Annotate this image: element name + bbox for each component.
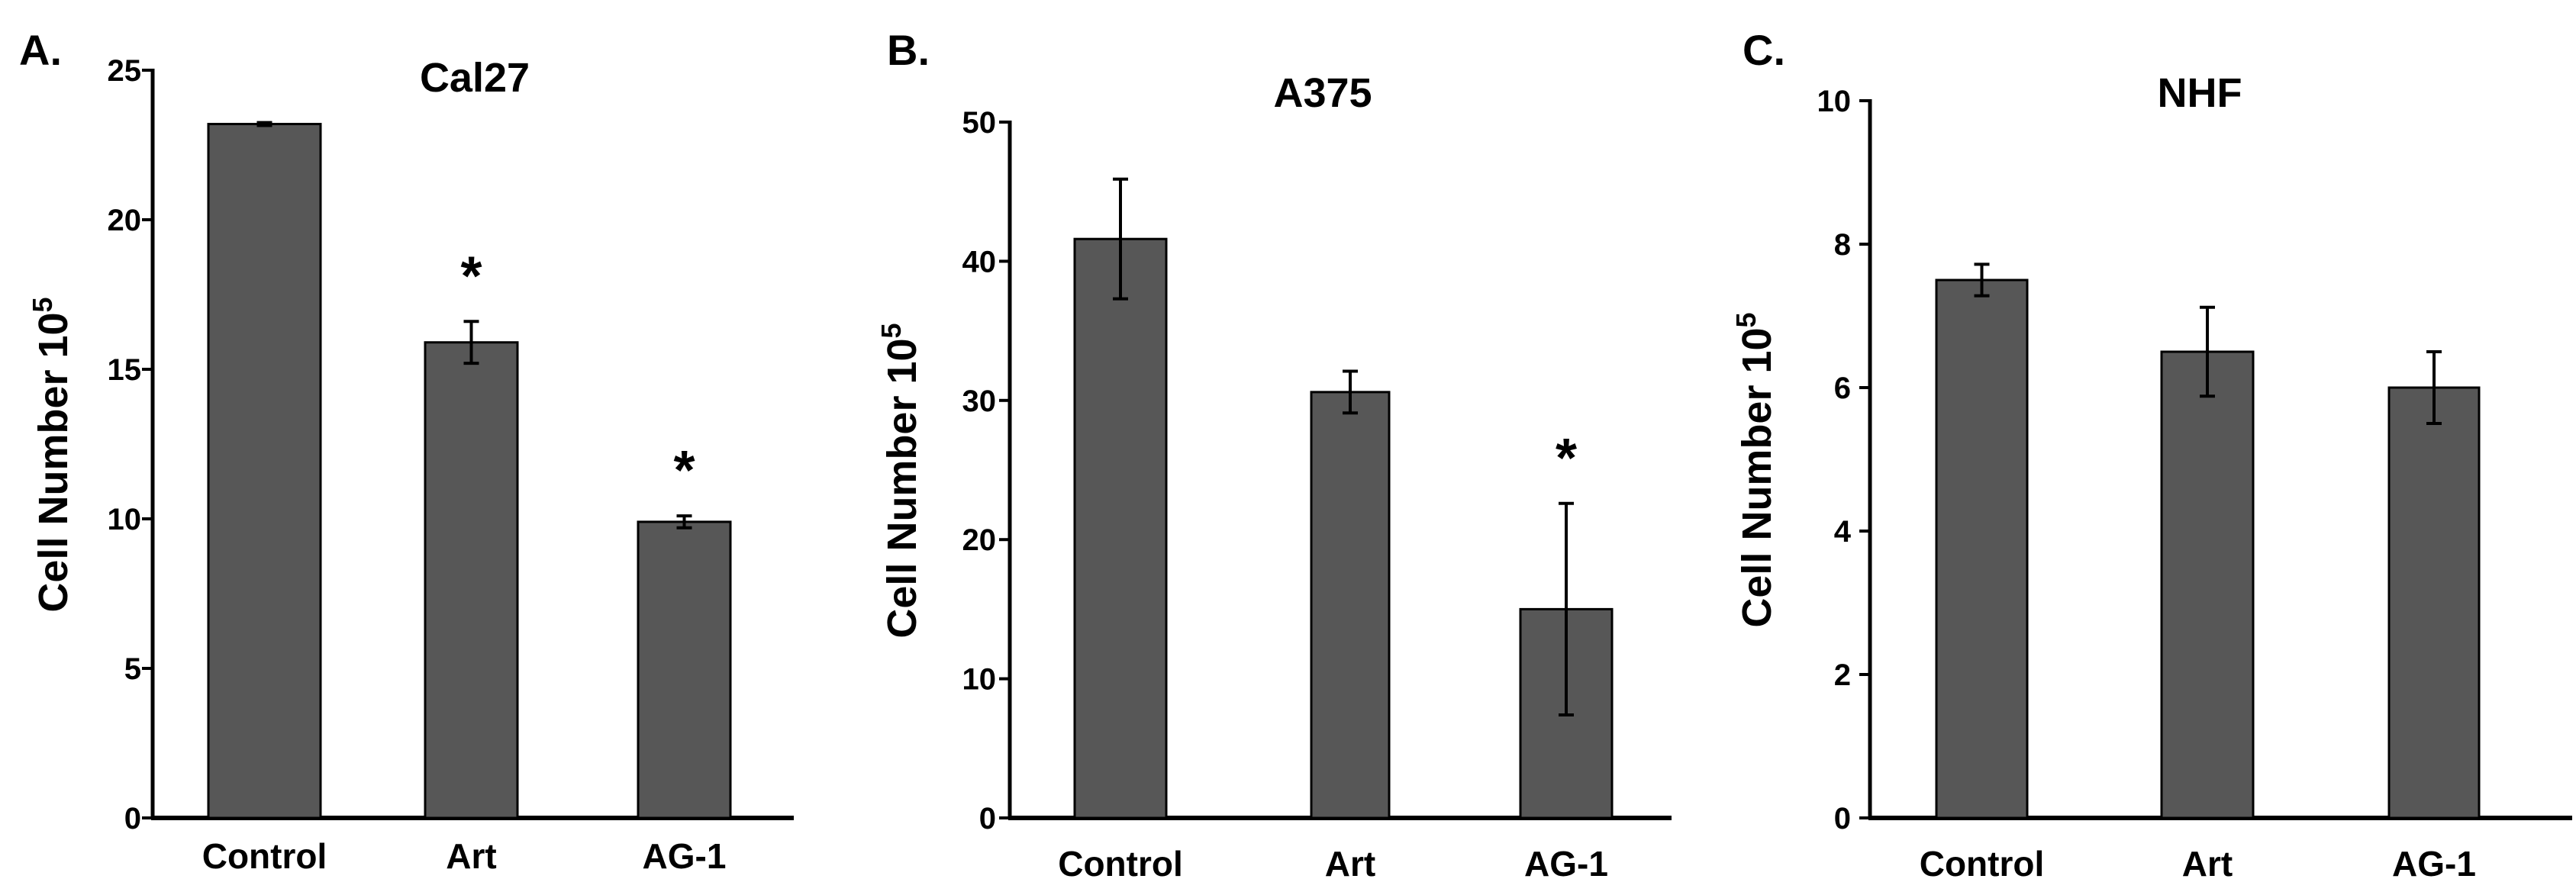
panel-1-panel-label: A. <box>19 26 62 74</box>
panel-2-y-tick-label: 20 <box>962 523 997 557</box>
panel-1-y-tick-label: 0 <box>124 802 141 835</box>
panel-1-category-label: AG-1 <box>643 836 727 876</box>
panel-3-y-tick-label: 2 <box>1834 658 1851 692</box>
panel-3-y-axis-label: Cell Number 105 <box>1730 312 1780 627</box>
panel-2-y-tick-label: 50 <box>962 106 997 140</box>
panel-1-significance-marker: * <box>673 440 695 501</box>
panel-1-significance-marker: * <box>460 246 482 307</box>
panel-1-bar-control <box>207 123 322 819</box>
panel-2-bar-control <box>1073 237 1168 819</box>
panel-1-y-axis-label: Cell Number 105 <box>27 297 76 612</box>
panel-1-y-tick-label: 15 <box>108 353 142 387</box>
panel-2-title: A375 <box>1273 70 1372 116</box>
panel-1-category-label: Art <box>446 836 496 876</box>
panel-3-y-tick-label: 4 <box>1834 515 1852 549</box>
panel-3-bar-art <box>2160 350 2255 819</box>
panel-3-y-tick-label: 10 <box>1817 85 1852 118</box>
panel-3-y-tick-label: 0 <box>1834 802 1851 835</box>
panel-2-category-label: AG-1 <box>1524 844 1608 884</box>
panel-3-bar-ag-1 <box>2387 386 2481 819</box>
panel-1-y-tick-label: 25 <box>108 54 142 88</box>
panel-3-title: NHF <box>2158 70 2242 116</box>
panel-2-y-tick-label: 40 <box>962 245 997 278</box>
panel-3-y-tick-label: 6 <box>1834 372 1851 405</box>
panel-3-category-label: Art <box>2182 844 2233 884</box>
panel-2-y-tick-label: 30 <box>962 385 997 418</box>
panel-1-y-tick-label: 5 <box>124 652 141 686</box>
panel-2-bar-art <box>1310 391 1391 819</box>
panel-2-y-tick-label: 0 <box>979 802 996 835</box>
panel-1-title: Cal27 <box>420 55 530 101</box>
panel-2-category-label: Art <box>1325 844 1375 884</box>
panel-2-y-axis-label: Cell Number 105 <box>875 323 925 638</box>
panel-3-category-label: Control <box>1920 844 2045 884</box>
panel-3-y-tick-label: 8 <box>1834 228 1851 262</box>
panel-1-y-tick-label: 20 <box>108 204 142 237</box>
panel-3-panel-label: C. <box>1743 26 1785 74</box>
panel-3-category-label: AG-1 <box>2392 844 2476 884</box>
panel-1-bar-ag-1 <box>637 520 732 819</box>
panel-1-bar-art <box>424 341 519 819</box>
panel-2-panel-label: B. <box>887 26 930 74</box>
panel-2-category-label: Control <box>1058 844 1183 884</box>
panel-1-y-tick-label: 10 <box>108 503 142 536</box>
panel-3-bar-control <box>1935 278 2029 819</box>
panel-2-y-tick-label: 10 <box>962 663 997 697</box>
panel-2-significance-marker: * <box>1556 428 1577 489</box>
panel-1-category-label: Control <box>202 836 327 876</box>
